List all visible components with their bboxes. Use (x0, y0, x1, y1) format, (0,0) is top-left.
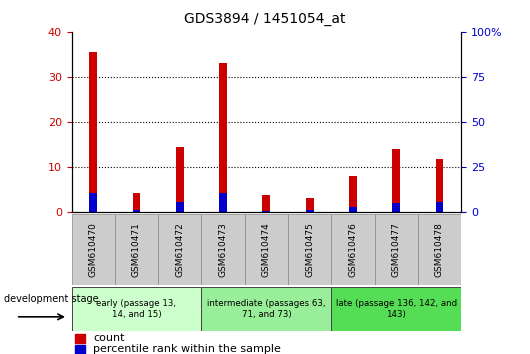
Bar (75, 345, 85, 354)
Bar (115, 214, 158, 285)
Text: GSM610476: GSM610476 (348, 222, 357, 277)
Text: GSM610470: GSM610470 (89, 222, 98, 277)
Bar (132, 210, 140, 212)
Bar (176, 147, 184, 212)
Bar (331, 214, 375, 285)
Bar (132, 193, 140, 212)
Bar (201, 287, 331, 331)
Bar (176, 201, 184, 212)
Bar (219, 63, 227, 212)
Text: GSM610474: GSM610474 (262, 222, 271, 277)
Bar (72, 214, 115, 285)
Bar (262, 195, 270, 212)
Text: GSM610473: GSM610473 (218, 222, 227, 277)
Text: GSM610472: GSM610472 (175, 222, 184, 277)
Bar (89, 193, 97, 212)
Text: percentile rank within the sample: percentile rank within the sample (93, 344, 281, 354)
Bar (375, 214, 418, 285)
Text: early (passage 13,
14, and 15): early (passage 13, 14, and 15) (96, 299, 176, 319)
Text: GSM610478: GSM610478 (435, 222, 444, 277)
Text: GSM610475: GSM610475 (305, 222, 314, 277)
Bar (89, 52, 97, 212)
Bar (436, 202, 444, 212)
Bar (262, 211, 270, 212)
Text: intermediate (passages 63,
71, and 73): intermediate (passages 63, 71, and 73) (207, 299, 325, 319)
Bar (201, 214, 245, 285)
Text: late (passage 136, 142, and
143): late (passage 136, 142, and 143) (335, 299, 457, 319)
Bar (288, 214, 331, 285)
Bar (392, 149, 400, 212)
Bar (349, 176, 357, 212)
Bar (158, 214, 201, 285)
Bar (331, 287, 461, 331)
Bar (219, 193, 227, 212)
Text: GDS3894 / 1451054_at: GDS3894 / 1451054_at (184, 12, 346, 27)
Bar (392, 203, 400, 212)
Text: GSM610471: GSM610471 (132, 222, 141, 277)
Text: count: count (93, 333, 125, 343)
Bar (306, 210, 314, 212)
Bar (75, 334, 85, 343)
Bar (349, 207, 357, 212)
Bar (72, 287, 201, 331)
Bar (306, 198, 314, 212)
Bar (418, 214, 461, 285)
Text: development stage: development stage (4, 294, 98, 304)
Bar (245, 214, 288, 285)
Bar (436, 159, 444, 212)
Text: GSM610477: GSM610477 (392, 222, 401, 277)
